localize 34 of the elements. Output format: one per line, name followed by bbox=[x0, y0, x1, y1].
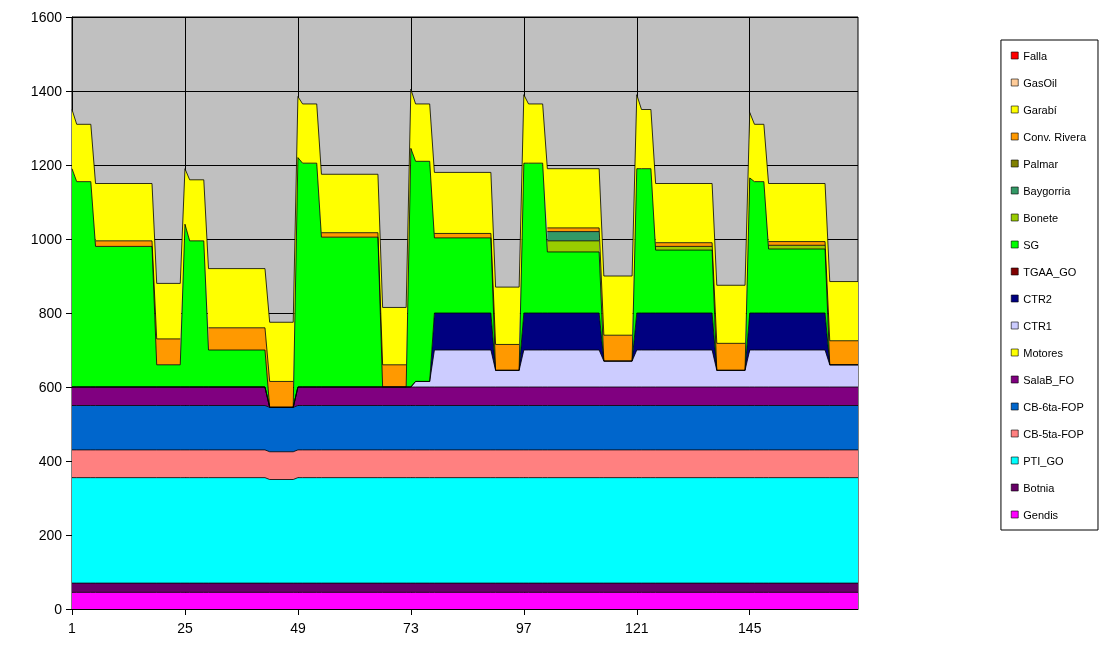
y-tick-label: 1600 bbox=[30, 9, 63, 25]
legend-label: Garabí bbox=[1023, 103, 1057, 116]
legend-label: Botnia bbox=[1023, 481, 1056, 494]
x-tick-label: 25 bbox=[177, 620, 193, 636]
legend-label: Motores bbox=[1023, 346, 1064, 359]
legend-label: Palmar bbox=[1023, 157, 1059, 170]
y-tick-label: 600 bbox=[38, 379, 63, 395]
x-tick-label: 97 bbox=[516, 620, 532, 636]
y-tick-label: 400 bbox=[38, 453, 63, 469]
legend-label: Conv. Rivera bbox=[1023, 130, 1087, 143]
y-tick-label: 1000 bbox=[30, 231, 63, 247]
legend-label: Bonete bbox=[1023, 211, 1059, 224]
legend-label: CTR2 bbox=[1023, 292, 1052, 305]
x-tick-label: 73 bbox=[403, 620, 419, 636]
x-tick-label: 145 bbox=[738, 620, 762, 636]
y-tick-label: 0 bbox=[54, 601, 63, 617]
legend-label: Baygorria bbox=[1023, 184, 1072, 197]
y-tick-label: 800 bbox=[38, 305, 63, 321]
x-tick-label: 121 bbox=[625, 620, 649, 636]
legend-label: GasOil bbox=[1023, 76, 1057, 89]
legend-label: PTI_GO bbox=[1023, 454, 1065, 467]
y-tick-label: 200 bbox=[38, 527, 63, 543]
legend-label: CB-5ta-FOP bbox=[1023, 427, 1084, 440]
x-tick-label: 49 bbox=[290, 620, 306, 636]
y-tick-label: 1200 bbox=[30, 157, 63, 173]
legend-label: CB-6ta-FOP bbox=[1023, 400, 1084, 413]
legend-label: SG bbox=[1023, 238, 1040, 251]
legend-label: TGAA_GO bbox=[1023, 265, 1077, 278]
legend-label: Gendis bbox=[1023, 508, 1059, 521]
legend-label: Falla bbox=[1023, 49, 1048, 62]
legend-label: CTR1 bbox=[1023, 319, 1052, 332]
y-tick-label: 1400 bbox=[30, 83, 63, 99]
legend-label: SalaB_FO bbox=[1023, 373, 1075, 386]
x-tick-label: 1 bbox=[68, 620, 77, 636]
